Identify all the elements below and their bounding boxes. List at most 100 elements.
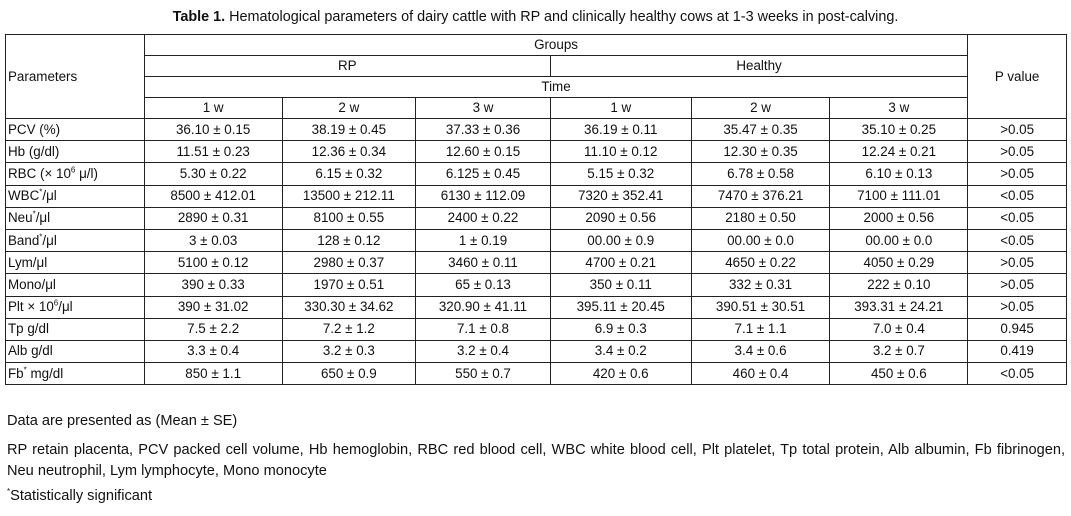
value-cell: 6.10 ± 0.13: [829, 162, 969, 186]
header-row-groups: Parameters Groups P value: [5, 34, 1067, 119]
value-cell: 11.10 ± 0.12: [549, 140, 692, 164]
table-row: Mono/μl 390 ± 0.33 1970 ± 0.51 65 ± 0.13 350…: [5, 273, 1067, 297]
p-value-cell: >0.05: [967, 117, 1067, 142]
week-header: 1 w: [549, 97, 692, 119]
parameter-name: PCV (%): [5, 117, 145, 142]
parameter-unit: mg/dl: [26, 365, 64, 381]
value-cell: 850 ± 1.1: [143, 362, 283, 386]
value-cell: 4050 ± 0.29: [829, 251, 969, 275]
value-cell: 3.2 ± 0.7: [829, 339, 969, 364]
value-cell: 128 ± 0.12: [281, 228, 417, 253]
parameter-superscript: *: [23, 365, 27, 375]
value-cell: 2980 ± 0.37: [281, 251, 417, 275]
value-cell: 65 ± 0.13: [415, 273, 551, 297]
value-cell: 7.1 ± 1.1: [690, 317, 831, 341]
time-header: Time: [143, 76, 969, 98]
value-cell: 393.31 ± 24.21: [829, 295, 969, 319]
value-cell: 395.11 ± 20.45: [549, 295, 692, 319]
parameter-name: Tp g/dl: [5, 317, 145, 341]
table-row: Neu*/μl 2890 ± 0.31 8100 ± 0.55 2400 ± 0.22…: [5, 206, 1067, 230]
value-cell: 2180 ± 0.50: [690, 206, 831, 230]
table-row: Band*/μl 3 ± 0.03 128 ± 0.12 1 ± 0.19 00.00 …: [5, 228, 1067, 253]
value-cell: 450 ± 0.6: [829, 362, 969, 386]
value-cell: 3 ± 0.03: [143, 228, 283, 253]
parameter-name-text: Mono/μl: [8, 276, 56, 292]
value-cell: 390.51 ± 30.51: [690, 295, 831, 319]
week-header: 2 w: [690, 97, 831, 119]
table-row: Alb g/dl 3.3 ± 0.4 3.2 ± 0.3 3.2 ± 0.4 3.4 ±…: [5, 339, 1067, 364]
value-cell: 3460 ± 0.11: [415, 251, 551, 275]
value-cell: 37.33 ± 0.36: [415, 117, 551, 142]
value-cell: 2400 ± 0.22: [415, 206, 551, 230]
value-cell: 7.0 ± 0.4: [829, 317, 969, 341]
table-row: Lym/μl 5100 ± 0.12 2980 ± 0.37 3460 ± 0.11 4…: [5, 251, 1067, 275]
parameter-unit: /μl: [42, 188, 57, 204]
value-cell: 350 ± 0.11: [549, 273, 692, 297]
p-value-cell: <0.05: [967, 206, 1067, 230]
value-cell: 12.36 ± 0.34: [281, 140, 417, 164]
header-row-time: Time: [6, 76, 1067, 98]
note-abbreviations: RP retain placenta, PCV packed cell volu…: [7, 442, 1065, 479]
parameter-name-text: Neu: [8, 210, 33, 226]
value-cell: 1 ± 0.19: [415, 228, 551, 253]
table-caption-text: Hematological parameters of dairy cattle…: [225, 9, 899, 25]
p-value-cell: >0.05: [967, 295, 1067, 319]
parameter-name-text: Hb (g/dl): [8, 143, 60, 159]
value-cell: 7320 ± 352.41: [549, 184, 692, 208]
parameter-name: Alb g/dl: [5, 339, 145, 364]
value-cell: 332 ± 0.31: [690, 273, 831, 297]
value-cell: 11.51 ± 0.23: [143, 140, 283, 164]
value-cell: 5100 ± 0.12: [143, 251, 283, 275]
parameter-superscript: 6: [70, 165, 76, 175]
value-cell: 7.1 ± 0.8: [415, 317, 551, 341]
hematology-table: Parameters Groups P value RP Healthy Tim…: [5, 34, 1067, 386]
table-row: WBC*/μl 8500 ± 412.01 13500 ± 212.11 6130 ±…: [5, 184, 1067, 208]
value-cell: 330.30 ± 34.62: [281, 295, 417, 319]
p-value-header: P value: [967, 34, 1067, 119]
significance-text: Statistically significant: [10, 488, 153, 504]
table-row: Hb (g/dl) 11.51 ± 0.23 12.36 ± 0.34 12.60 ±…: [5, 140, 1067, 164]
p-value-cell: 0.419: [967, 339, 1067, 364]
parameter-unit: /μl: [35, 210, 51, 226]
week-header: 3 w: [415, 97, 551, 119]
value-cell: 6.78 ± 0.58: [690, 162, 831, 186]
parameter-name-text: WBC: [8, 188, 40, 204]
value-cell: 12.60 ± 0.15: [415, 140, 551, 164]
parameter-unit: /μl: [58, 299, 73, 315]
value-cell: 38.19 ± 0.45: [281, 117, 417, 142]
value-cell: 00.00 ± 0.9: [549, 228, 692, 253]
p-value-cell: <0.05: [967, 184, 1067, 208]
table-row: Plt × 106/μl 390 ± 31.02 330.30 ± 34.62 320…: [5, 295, 1067, 319]
value-cell: 5.30 ± 0.22: [143, 162, 283, 186]
table-row: Fb* mg/dl 850 ± 1.1 650 ± 0.9 550 ± 0.7 420 …: [5, 362, 1067, 386]
value-cell: 420 ± 0.6: [549, 362, 692, 386]
value-cell: 7.5 ± 2.2: [143, 317, 283, 341]
parameter-unit: /μl: [42, 232, 57, 248]
p-value-cell: >0.05: [967, 251, 1067, 275]
value-cell: 3.2 ± 0.4: [415, 339, 551, 364]
table-row: PCV (%) 36.10 ± 0.15 38.19 ± 0.45 37.33 ± 0…: [5, 117, 1067, 142]
value-cell: 650 ± 0.9: [281, 362, 417, 386]
p-value-cell: >0.05: [967, 140, 1067, 164]
parameter-name-text: PCV (%): [8, 121, 61, 137]
week-header: 2 w: [281, 97, 417, 119]
value-cell: 3.4 ± 0.6: [690, 339, 831, 364]
value-cell: 8500 ± 412.01: [143, 184, 283, 208]
value-cell: 1970 ± 0.51: [281, 273, 417, 297]
value-cell: 6.15 ± 0.32: [281, 162, 417, 186]
parameters-header: Parameters: [5, 34, 145, 119]
parameter-name-text: Tp g/dl: [8, 321, 49, 337]
parameter-name: Neu*/μl: [5, 206, 145, 230]
rp-header: RP: [143, 55, 551, 77]
parameter-name: Hb (g/dl): [5, 140, 145, 164]
parameter-superscript: *: [39, 187, 43, 197]
value-cell: 3.4 ± 0.2: [549, 339, 692, 364]
parameter-superscript: 6: [53, 298, 59, 308]
parameter-name: Fb* mg/dl: [5, 362, 145, 386]
groups-header: Groups: [143, 34, 969, 56]
parameter-name: Band*/μl: [5, 228, 145, 253]
parameter-superscript: *: [39, 232, 43, 242]
p-value-cell: <0.05: [967, 362, 1067, 386]
value-cell: 5.15 ± 0.32: [549, 162, 692, 186]
